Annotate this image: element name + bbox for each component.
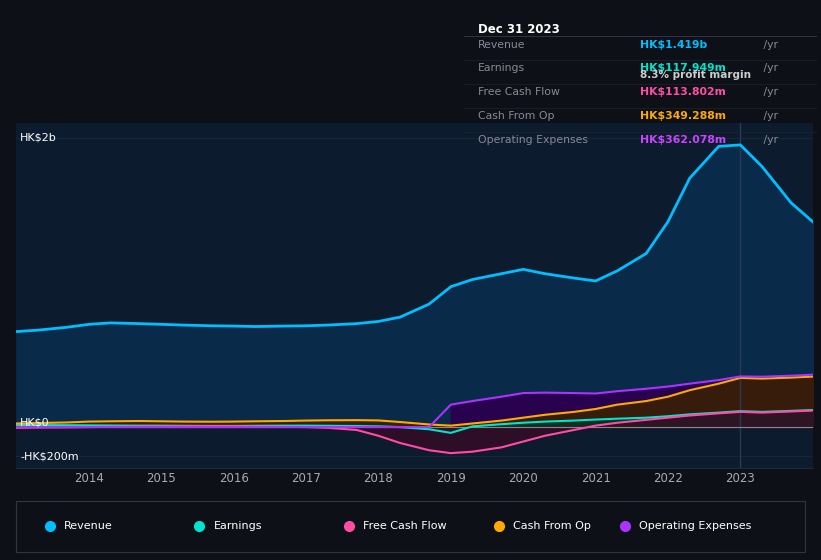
Text: Cash From Op: Cash From Op xyxy=(513,521,591,531)
Text: /yr: /yr xyxy=(760,87,778,97)
Text: HK$349.288m: HK$349.288m xyxy=(640,111,727,121)
Text: HK$362.078m: HK$362.078m xyxy=(640,135,727,145)
Text: Earnings: Earnings xyxy=(213,521,262,531)
Text: -HK$200m: -HK$200m xyxy=(20,451,79,461)
Text: /yr: /yr xyxy=(760,63,778,73)
Text: 8.3% profit margin: 8.3% profit margin xyxy=(640,70,751,80)
Text: HK$2b: HK$2b xyxy=(20,133,57,143)
Text: /yr: /yr xyxy=(760,111,778,121)
Text: Free Cash Flow: Free Cash Flow xyxy=(363,521,447,531)
Text: /yr: /yr xyxy=(760,40,778,50)
Text: Earnings: Earnings xyxy=(478,63,525,73)
Text: Revenue: Revenue xyxy=(478,40,525,50)
Text: /yr: /yr xyxy=(760,135,778,145)
Text: HK$117.949m: HK$117.949m xyxy=(640,63,727,73)
Text: Free Cash Flow: Free Cash Flow xyxy=(478,87,560,97)
Text: Operating Expenses: Operating Expenses xyxy=(478,135,588,145)
Text: Cash From Op: Cash From Op xyxy=(478,111,554,121)
Text: HK$1.419b: HK$1.419b xyxy=(640,40,708,50)
Text: Revenue: Revenue xyxy=(64,521,112,531)
Text: Dec 31 2023: Dec 31 2023 xyxy=(478,24,560,36)
Text: Operating Expenses: Operating Expenses xyxy=(639,521,751,531)
Text: HK$113.802m: HK$113.802m xyxy=(640,87,727,97)
Text: HK$0: HK$0 xyxy=(20,417,49,427)
